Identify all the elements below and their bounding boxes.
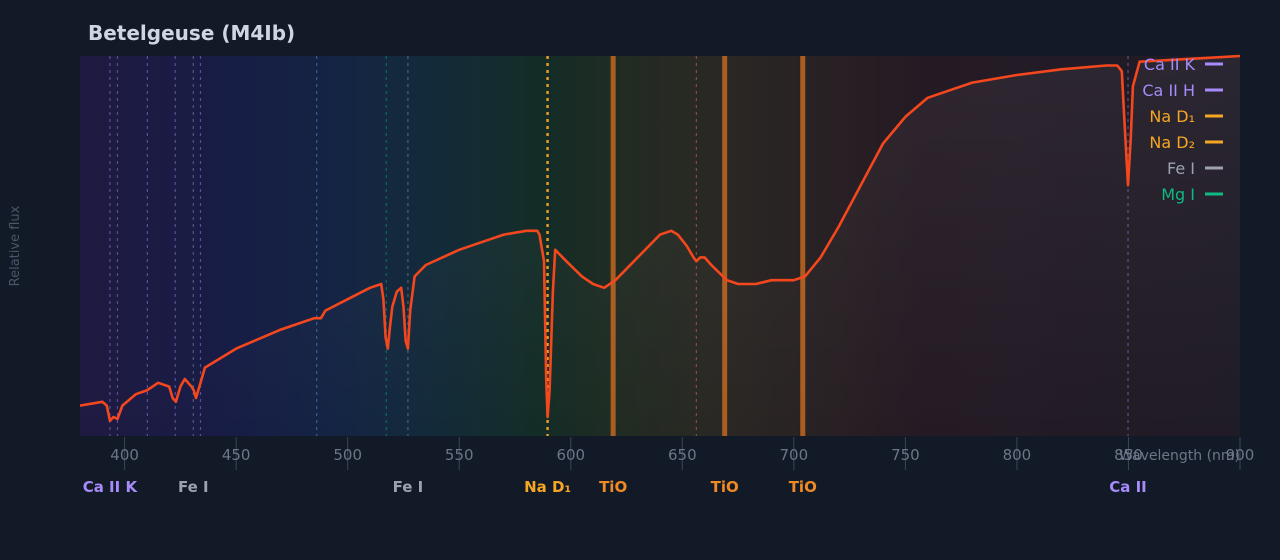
annotation-3: Na D₁ xyxy=(524,478,571,496)
legend-label-0: Ca II K xyxy=(1144,55,1196,74)
tio-band-2 xyxy=(800,56,806,436)
x-tick-label-0: 400 xyxy=(110,446,139,464)
y-axis-label: Relative flux xyxy=(8,205,23,286)
legend-label-2: Na D₁ xyxy=(1149,107,1195,126)
annotation-5: TiO xyxy=(711,478,739,496)
x-tick-label-2: 500 xyxy=(333,446,362,464)
annotation-6: TiO xyxy=(789,478,817,496)
flux-line xyxy=(79,54,1241,423)
annotation-7: Ca II xyxy=(1109,478,1147,496)
chart-title: Betelgeuse (M4Ib) xyxy=(88,21,295,45)
x-tick-label-8: 800 xyxy=(1003,446,1032,464)
tio-band-1 xyxy=(722,56,728,436)
legend-label-1: Ca II H xyxy=(1142,81,1195,100)
annotation-4: TiO xyxy=(599,478,627,496)
x-tick-label-3: 550 xyxy=(445,446,474,464)
flux-area xyxy=(80,56,1240,436)
x-tick-label-4: 600 xyxy=(556,446,585,464)
legend-label-3: Na D₂ xyxy=(1149,133,1195,152)
x-tick-label-6: 700 xyxy=(780,446,809,464)
x-tick-label-1: 450 xyxy=(222,446,251,464)
x-tick-label-10: 900 xyxy=(1226,446,1255,464)
annotation-2: Fe I xyxy=(393,478,424,496)
x-tick-label-5: 650 xyxy=(668,446,697,464)
x-axis-label: Wavelength (nm) xyxy=(1119,448,1240,464)
x-tick-label-7: 750 xyxy=(891,446,920,464)
legend-label-5: Mg I xyxy=(1161,185,1195,204)
tio-band-0 xyxy=(610,56,616,436)
tio-band-markers xyxy=(610,56,806,436)
annotation-1: Fe I xyxy=(178,478,209,496)
annotation-0: Ca II K xyxy=(83,478,139,496)
x-tick-label-9: 850 xyxy=(1114,446,1143,464)
line-annotations: Ca II K Fe I Fe I Na D₁ TiO TiO TiO Ca II xyxy=(83,478,1147,496)
x-axis-ticks: 400 450 500 550 600 650 700 750 800 850 900 xyxy=(110,437,1254,470)
legend: Ca II K Ca II H Na D₁ Na D₂ Fe I Mg I xyxy=(1142,55,1223,204)
legend-label-4: Fe I xyxy=(1167,159,1195,178)
